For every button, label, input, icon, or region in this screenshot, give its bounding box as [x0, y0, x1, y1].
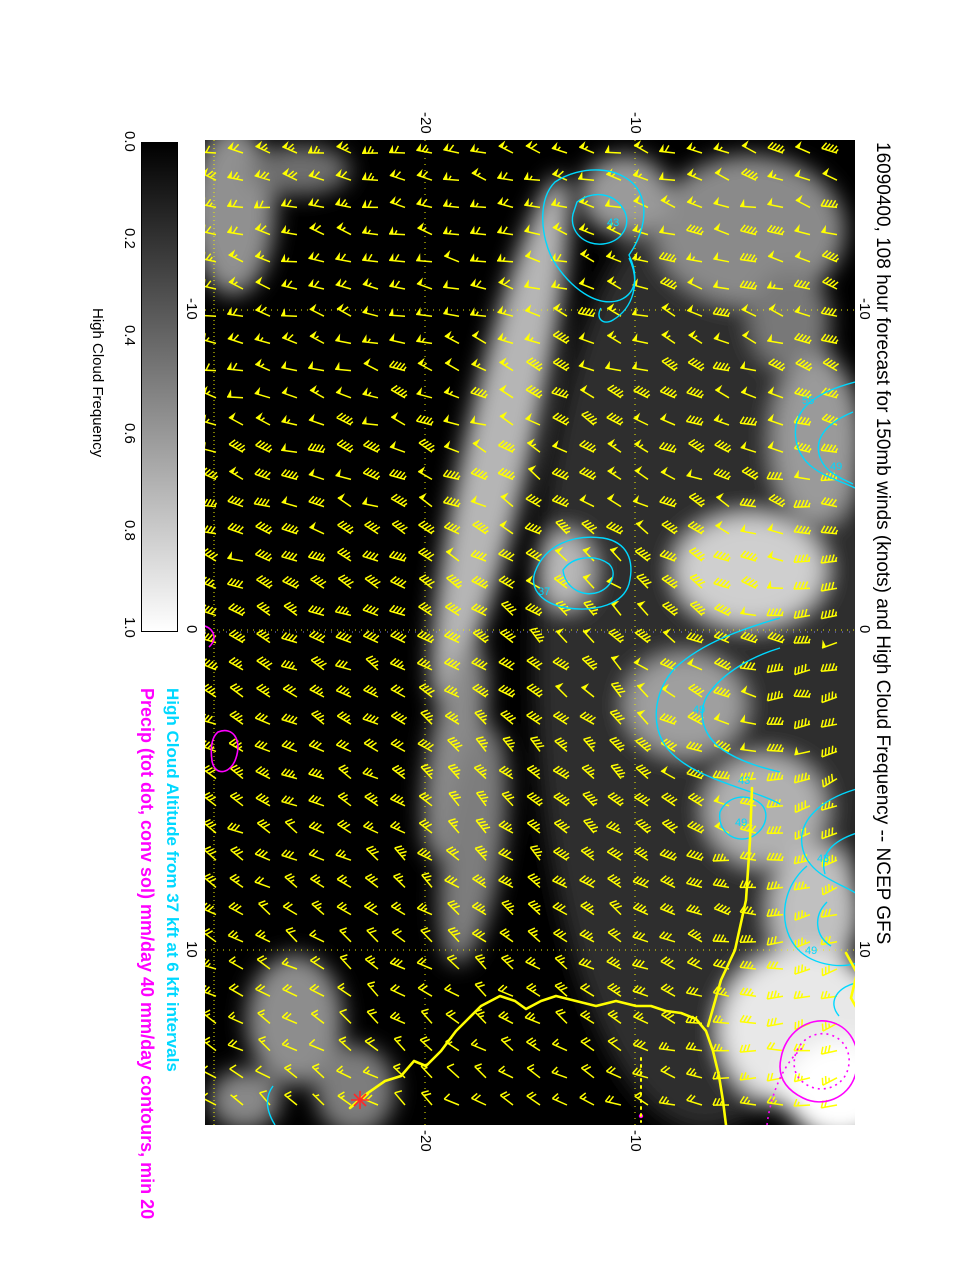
contour-label: 49: [805, 945, 817, 957]
axis-tick-label-left: 10: [183, 941, 200, 958]
location-marker-asterisk: [351, 1091, 369, 1109]
contour-label: 43: [817, 853, 829, 865]
contour-label: 43: [607, 217, 619, 229]
axis-tick-label-right: -10: [856, 298, 873, 320]
wind-barbs-layer: [205, 140, 840, 1109]
colorbar-gradient: [141, 142, 178, 632]
contour-label: 37: [538, 586, 550, 598]
colorbar-title: High Cloud Frequency: [89, 308, 106, 458]
legend-cloud-altitude: High Cloud Altitude from 37 kft at 6 kft…: [163, 688, 182, 1072]
contour-label: 49: [830, 461, 842, 473]
colorbar-tick-label: 0.0: [121, 131, 138, 152]
colorbar-tick-label: 1.0: [121, 617, 138, 638]
contour-label: 49: [693, 704, 705, 716]
figure-title: 16090400, 108 hour forecast for 150mb wi…: [872, 142, 893, 945]
contour-label: 43: [738, 775, 750, 787]
colorbar-tick-label: 0.4: [121, 325, 138, 346]
axis-tick-label-top: -10: [627, 112, 644, 134]
colorbar-tick-label: 0.8: [121, 520, 138, 541]
axis-tick-label-left: 0: [183, 625, 200, 634]
axis-tick-label-right: 10: [856, 941, 873, 958]
axis-tick-label-top: -20: [417, 112, 434, 134]
axis-tick-label-bottom: -10: [627, 1130, 644, 1152]
precip-contours: [205, 625, 855, 1125]
colorbar-tick-label: 0.2: [121, 228, 138, 249]
coastline: [348, 786, 855, 1125]
forecast-map: 43 55 49 37 49 43 49 43 49: [205, 140, 855, 1125]
axis-tick-label-bottom: -20: [417, 1130, 434, 1152]
contour-label: 55: [802, 395, 814, 407]
axis-tick-label-left: -10: [183, 298, 200, 320]
colorbar-tick-label: 0.6: [121, 423, 138, 444]
contour-label: 49: [735, 817, 747, 829]
axis-tick-label-right: 0: [856, 625, 873, 634]
legend-precip: Precip (tot dot, conv sol) mm/day 40 mm/…: [137, 688, 157, 1220]
